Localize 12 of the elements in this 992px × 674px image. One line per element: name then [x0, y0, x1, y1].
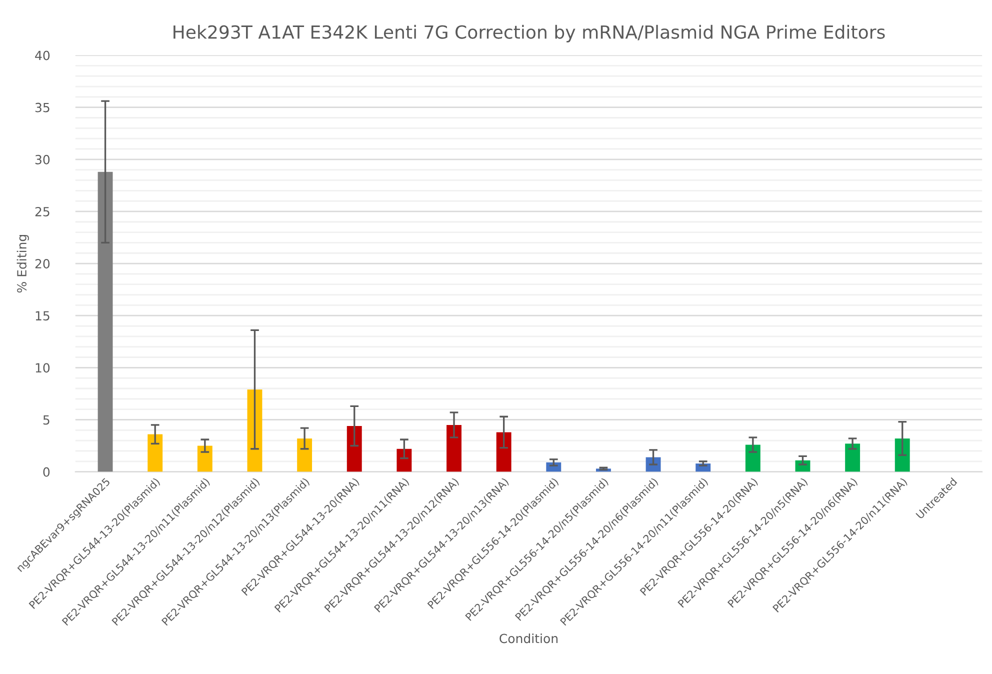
y-tick-label: 40 — [35, 50, 50, 60]
chart-title: Hek293T A1AT E342K Lenti 7G Correction by mRNA/Plasmid NGA Prime Editors — [174, 24, 885, 42]
y-axis-title: % Editing — [16, 234, 29, 293]
y-tick-label: 35 — [35, 102, 50, 112]
y-tick-label: 5 — [43, 415, 50, 425]
x-axis-title: Condition — [500, 634, 558, 644]
y-tick-label: 0 — [43, 467, 50, 477]
y-tick-label: 30 — [35, 154, 50, 164]
y-tick-label: 10 — [36, 363, 50, 373]
y-tick-label: 20 — [35, 259, 50, 268]
y-tick-label: 15 — [36, 311, 50, 321]
y-tick-label: 25 — [35, 206, 50, 216]
